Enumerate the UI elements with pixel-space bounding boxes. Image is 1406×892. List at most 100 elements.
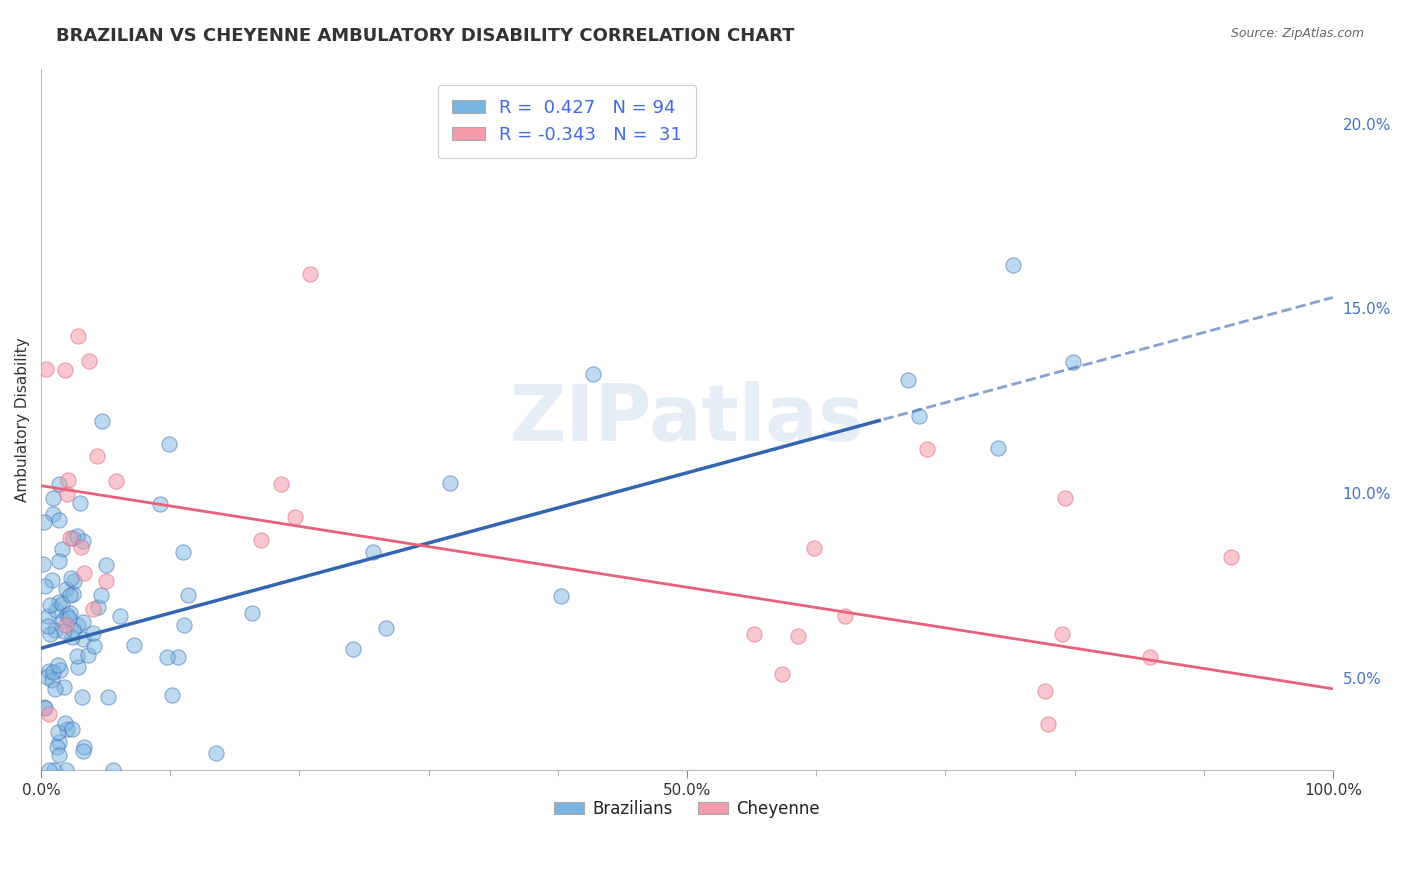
Point: [44, 682, 66, 697]
Point: [56, 473, 79, 487]
Text: ZIPatlas: ZIPatlas: [509, 381, 865, 458]
Point: [55, 582, 77, 597]
Point: [37, 608, 59, 623]
Point: [70, 690, 93, 704]
Point: [48, 663, 70, 677]
Point: [56, 487, 79, 501]
Point: [162, 689, 184, 703]
Point: [342, 641, 364, 656]
Point: [53, 624, 76, 639]
Point: [76, 648, 98, 662]
Point: [77, 354, 100, 368]
Point: [91, 413, 114, 427]
Point: [834, 609, 856, 624]
Point: [157, 437, 180, 451]
Point: [82, 602, 104, 616]
Point: [38, 665, 60, 679]
Point: [32, 557, 55, 571]
Point: [52, 680, 75, 694]
Point: [69, 540, 91, 554]
Point: [908, 409, 931, 423]
Point: [240, 607, 263, 621]
Point: [103, 763, 125, 777]
Point: [48, 658, 70, 673]
Point: [60, 630, 83, 644]
Point: [69, 496, 91, 510]
Point: [72, 534, 94, 549]
Point: [86, 449, 108, 463]
Text: Source: ZipAtlas.com: Source: ZipAtlas.com: [1230, 27, 1364, 40]
Point: [67, 660, 90, 674]
Point: [58, 610, 80, 624]
Point: [110, 608, 132, 623]
Point: [299, 267, 322, 281]
Point: [55, 763, 77, 777]
Point: [97, 690, 120, 704]
Point: [58, 607, 80, 621]
Point: [34, 701, 56, 715]
Point: [38, 763, 60, 777]
Point: [44, 623, 66, 637]
Point: [1139, 649, 1161, 664]
Point: [550, 589, 572, 603]
Point: [149, 497, 172, 511]
Point: [48, 513, 70, 527]
Point: [42, 491, 65, 506]
Point: [53, 363, 76, 377]
Point: [42, 665, 65, 679]
Point: [59, 531, 82, 545]
Point: [62, 623, 84, 637]
Point: [284, 510, 307, 524]
Point: [124, 638, 146, 652]
Point: [51, 541, 73, 556]
Point: [35, 362, 58, 376]
Point: [60, 722, 83, 736]
Point: [742, 627, 765, 641]
Point: [42, 763, 65, 777]
Point: [66, 528, 89, 542]
Point: [72, 615, 94, 630]
Point: [59, 589, 82, 603]
Point: [167, 649, 190, 664]
Point: [1002, 258, 1025, 272]
Point: [53, 715, 76, 730]
Point: [66, 648, 89, 663]
Point: [156, 650, 179, 665]
Point: [51, 597, 73, 611]
Point: [73, 740, 96, 755]
Point: [173, 618, 195, 632]
Point: [37, 706, 59, 721]
Point: [917, 442, 939, 456]
Point: [66, 329, 89, 343]
Point: [62, 587, 84, 601]
Point: [1036, 717, 1059, 731]
Point: [39, 627, 62, 641]
Point: [105, 474, 128, 488]
Point: [37, 618, 59, 632]
Point: [897, 373, 920, 387]
Point: [34, 579, 56, 593]
Point: [55, 607, 77, 622]
Point: [83, 639, 105, 653]
Point: [41, 673, 63, 687]
Point: [1062, 355, 1084, 369]
Point: [172, 545, 194, 559]
Point: [363, 544, 385, 558]
Point: [55, 618, 77, 632]
Point: [41, 573, 63, 587]
Point: [48, 747, 70, 762]
Point: [46, 739, 69, 754]
Y-axis label: Ambulatory Disability: Ambulatory Disability: [15, 337, 30, 501]
Point: [90, 588, 112, 602]
Point: [32, 700, 55, 714]
Point: [59, 571, 82, 585]
Point: [94, 574, 117, 589]
Point: [270, 477, 292, 491]
Point: [42, 507, 65, 521]
Point: [439, 476, 461, 491]
Point: [582, 368, 605, 382]
Point: [73, 566, 96, 581]
Point: [374, 621, 396, 635]
Point: [37, 670, 59, 684]
Point: [32, 515, 55, 529]
